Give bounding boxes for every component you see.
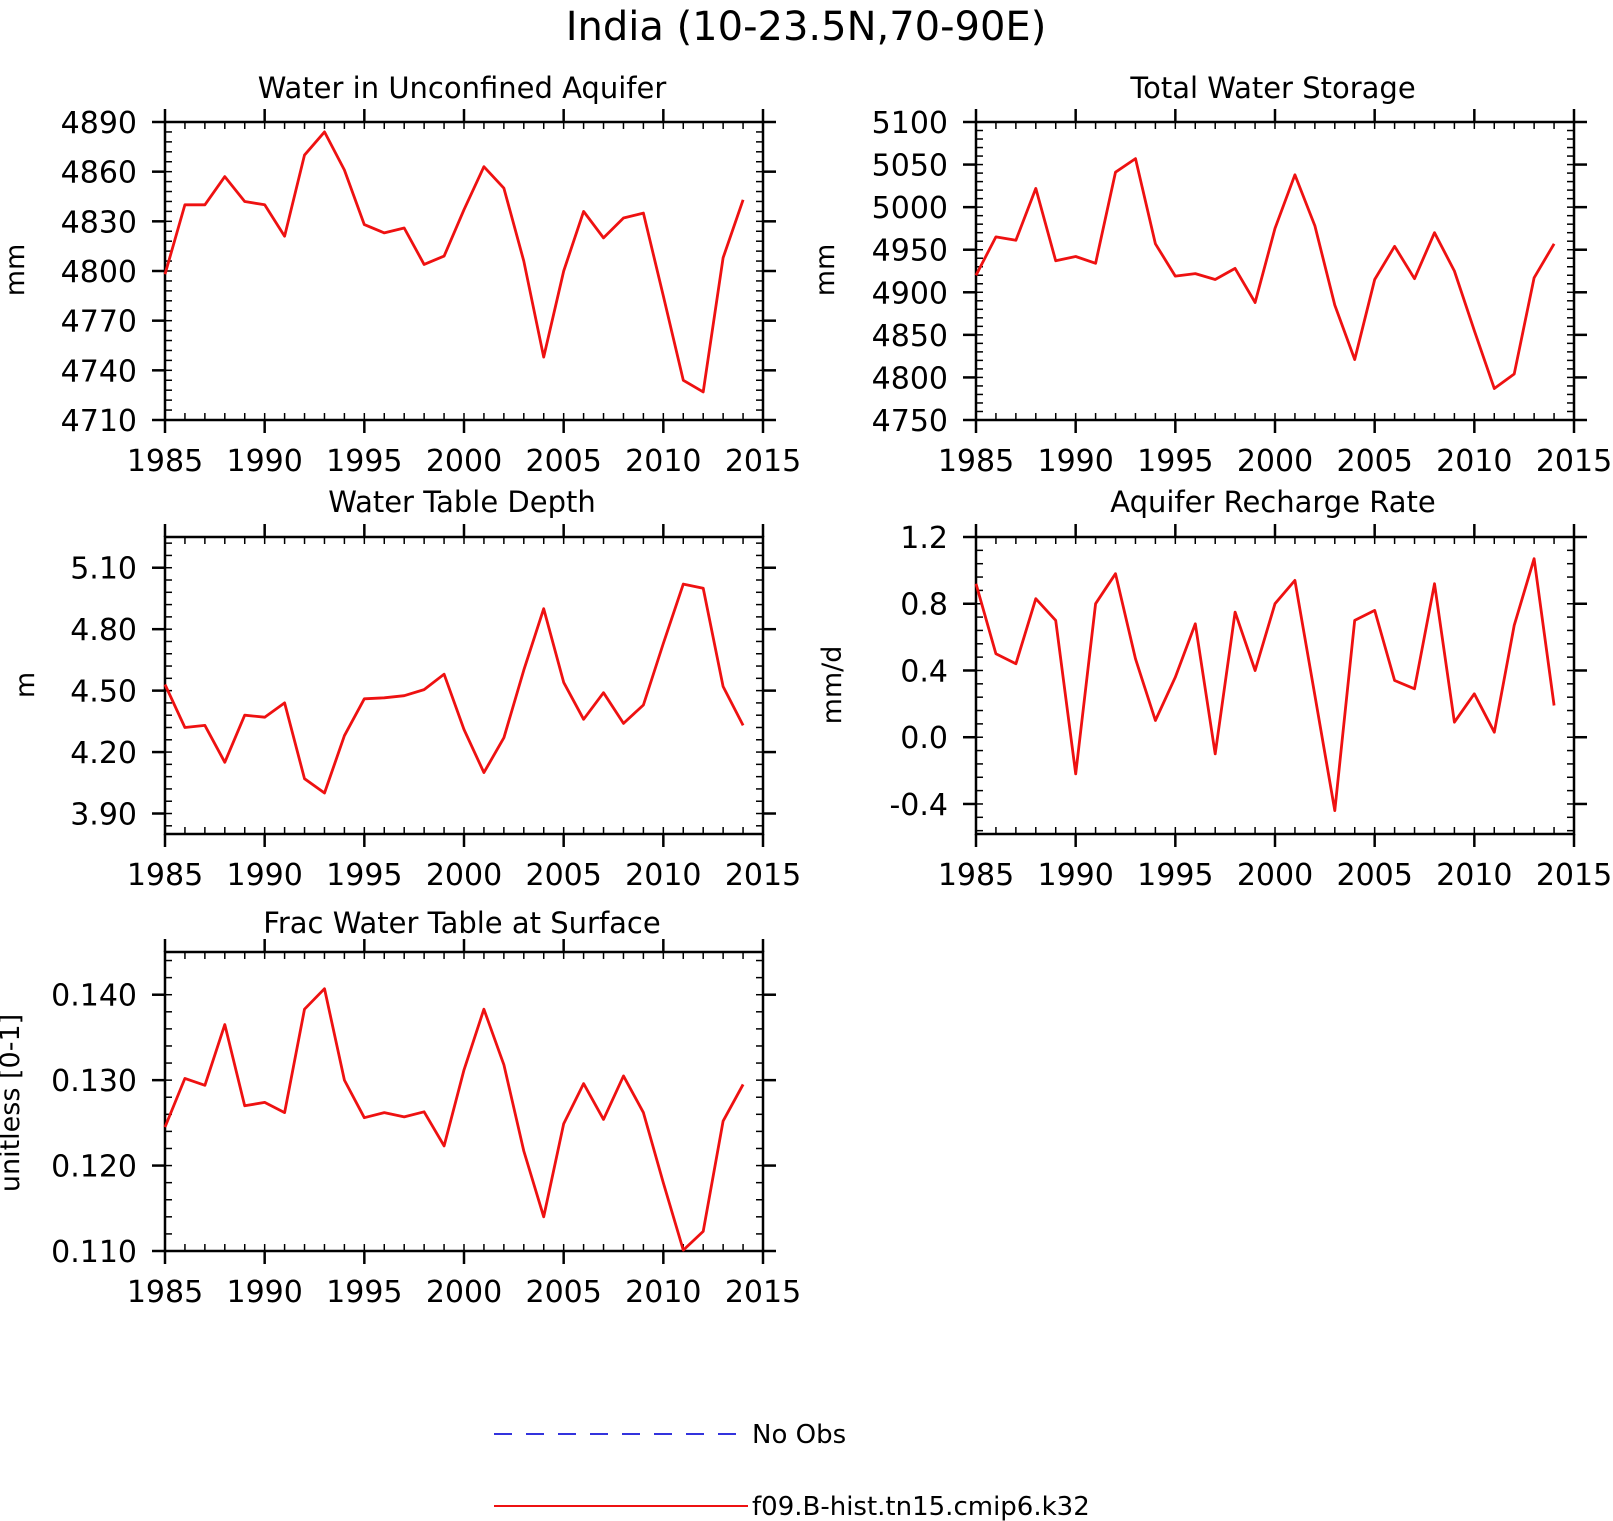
x-tick-label: 2010 [625,858,701,893]
x-tick-label: 2000 [426,858,502,893]
series-line [974,157,1556,390]
y-axis-label: mm/d [817,646,848,725]
x-tick-label: 2015 [1536,858,1612,893]
y-tick-label: 4900 [872,276,948,311]
y-tick-label: 4770 [61,305,137,340]
x-tick-label: 1995 [1137,858,1213,893]
x-tick-label: 1990 [226,1275,302,1310]
y-tick-label: 0.130 [51,1064,137,1099]
figure-title: India (10-23.5N,70-90E) [566,4,1047,50]
chart-title: Frac Water Table at Surface [263,906,660,940]
series-line [163,987,745,1252]
y-tick-label: 4800 [61,255,137,290]
chart-title: Water Table Depth [328,485,596,519]
y-tick-label: 0.120 [51,1150,137,1185]
y-tick-label: 4850 [872,319,948,354]
y-tick-label: 5100 [872,106,948,141]
x-tick-label: 1990 [1037,444,1113,479]
x-tick-label: 2000 [1237,858,1313,893]
x-tick-label: 2015 [1536,444,1612,479]
series-line [974,557,1556,812]
plot-frame [974,120,1576,422]
x-tick-label: 2000 [1237,444,1313,479]
x-tick-label: 2015 [725,444,801,479]
chart-panel-aquifer-recharge-rate: Aquifer Recharge Rate mm/d 1985 1990 1995 2… [817,485,1612,893]
y-tick-label: 5050 [872,149,948,184]
plot-frame [163,535,765,836]
chart-panel-total-water-storage: Total Water Storage mm 1985 1990 1995 2000 2… [810,71,1612,479]
x-tick-label: 1995 [326,858,402,893]
x-tick-label: 2015 [725,858,801,893]
x-tick-label: 1985 [938,858,1014,893]
y-axis-label: unitless [0-1] [0,1014,26,1192]
y-tick-label: -0.4 [889,788,948,823]
legend-label-model: f09.B-hist.tn15.cmip6.k32 [752,1492,1090,1521]
x-tick-label: 1995 [1137,444,1213,479]
plot-frame [163,950,765,1253]
y-tick-label: 4860 [61,156,137,191]
x-tick-label: 1985 [127,1275,203,1310]
chart-panel-frac-water-table-at-surface: Frac Water Table at Surface unitless [0-… [0,906,801,1310]
chart-panel-water-in-unconfined-aquifer: Water in Unconfined Aquifer mm 1985 1990 1… [0,71,801,479]
x-tick-label: 2005 [525,858,601,893]
x-tick-label: 1985 [127,444,203,479]
x-tick-label: 2010 [625,1275,701,1310]
y-tick-label: 5.10 [70,552,137,587]
legend-label-no-obs: No Obs [752,1420,846,1450]
y-tick-label: 4750 [872,404,948,439]
x-tick-label: 1995 [326,1275,402,1310]
chart-title: Water in Unconfined Aquifer [258,71,667,105]
y-tick-label: 4830 [61,205,137,240]
y-tick-label: 4890 [61,106,137,141]
x-tick-label: 1985 [127,858,203,893]
x-tick-label: 2005 [525,444,601,479]
y-tick-label: 0.0 [900,721,948,756]
series-line [163,582,745,795]
chart-title: Total Water Storage [1129,71,1415,105]
x-tick-label: 2000 [426,444,502,479]
x-tick-label: 2005 [1336,444,1412,479]
y-tick-label: 3.90 [70,798,137,833]
plot-frame [163,120,765,422]
y-tick-label: 4.20 [70,736,137,771]
y-tick-label: 0.4 [900,654,948,689]
x-tick-label: 1985 [938,444,1014,479]
x-tick-label: 1995 [326,444,402,479]
x-tick-label: 2015 [725,1275,801,1310]
x-tick-label: 1990 [1037,858,1113,893]
x-tick-label: 1990 [226,858,302,893]
x-tick-label: 2010 [1436,444,1512,479]
y-tick-label: 4950 [872,234,948,269]
y-axis-label: m [10,672,41,698]
y-tick-label: 4.80 [70,613,137,648]
y-tick-label: 4710 [61,404,137,439]
x-tick-label: 2005 [525,1275,601,1310]
y-tick-label: 1.2 [900,521,948,556]
x-tick-label: 2010 [625,444,701,479]
plot-frame [974,535,1576,836]
y-tick-label: 4.50 [70,675,137,710]
y-axis-label: mm [810,244,841,297]
y-tick-label: 0.140 [51,979,137,1014]
y-tick-label: 0.8 [900,588,948,623]
y-tick-label: 4740 [61,354,137,389]
x-tick-label: 1990 [226,444,302,479]
x-tick-label: 2000 [426,1275,502,1310]
series-line [163,130,745,394]
y-tick-label: 0.110 [51,1235,137,1270]
x-tick-label: 2010 [1436,858,1512,893]
y-tick-label: 5000 [872,191,948,226]
y-axis-label: mm [0,244,31,297]
legend: No Obs f09.B-hist.tn15.cmip6.k32 [494,1420,1090,1521]
y-tick-label: 4800 [872,361,948,396]
chart-panel-water-table-depth: Water Table Depth m 1985 1990 1995 2000 2005… [10,485,801,893]
x-tick-label: 2005 [1336,858,1412,893]
chart-title: Aquifer Recharge Rate [1110,485,1436,519]
